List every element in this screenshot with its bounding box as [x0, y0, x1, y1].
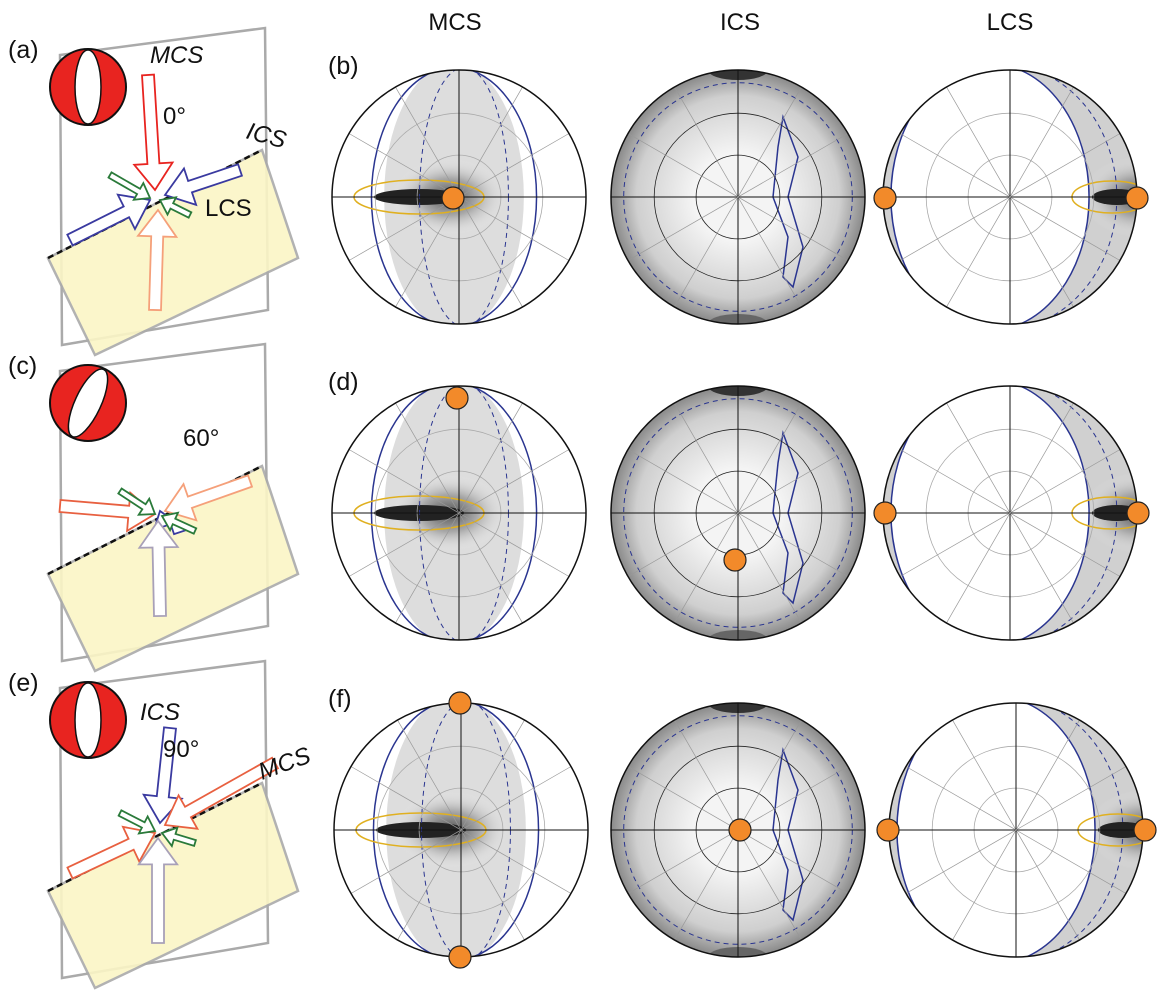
panel-label: (b) — [328, 52, 359, 80]
arrow-label: 0° — [163, 103, 186, 130]
stereonet — [877, 697, 1158, 964]
stereonet-fill — [332, 380, 586, 647]
column-header: MCS — [428, 9, 481, 36]
axis-marker — [874, 187, 896, 209]
arrow — [134, 75, 172, 190]
figure: MCS ICS LCS (a) (b) MCS 0° ICS LCS (c) (d) 60° (e… — [0, 0, 1158, 993]
ground-plane — [48, 150, 298, 355]
stereonet — [611, 376, 865, 650]
axis-marker — [1126, 187, 1148, 209]
stereonet — [332, 380, 586, 647]
stereonet — [874, 64, 1158, 331]
axis-marker — [442, 187, 464, 209]
arrow-label: 60° — [183, 425, 219, 452]
arrow-label: 90° — [163, 736, 199, 763]
axis-marker — [724, 549, 746, 571]
stereonet-fill — [611, 376, 865, 650]
panels: (a) (b) MCS 0° ICS LCS (c) (d) 60° (e) (f) ICS 90° MC… — [8, 28, 1158, 988]
panel-label: (e) — [8, 669, 39, 697]
arrow-label: MCS — [255, 742, 314, 786]
panel-label: (f) — [328, 685, 352, 713]
stereonet — [334, 692, 588, 968]
beachball-lens — [75, 683, 101, 757]
column-header: ICS — [720, 9, 760, 36]
axis-marker — [1127, 502, 1149, 524]
panel-label: (c) — [8, 352, 37, 380]
axis-marker — [874, 502, 896, 524]
arrow-label: ICS — [243, 118, 289, 154]
beachball-lens — [75, 50, 101, 124]
axis-marker — [449, 946, 471, 968]
stereonet — [874, 380, 1158, 647]
axis-marker — [877, 819, 899, 841]
panel-label: (d) — [328, 368, 359, 396]
axis-marker — [446, 387, 468, 409]
panel-label: (a) — [8, 36, 39, 64]
arrow-label: MCS — [150, 42, 203, 69]
stereonet — [332, 64, 586, 331]
arrow-label: LCS — [205, 195, 252, 222]
stereonet — [611, 60, 865, 334]
axis-marker — [449, 692, 471, 714]
stereonet-fill — [334, 697, 588, 964]
column-header: LCS — [987, 9, 1034, 36]
stereonet — [611, 693, 865, 967]
ground-plane — [48, 466, 298, 671]
axis-marker — [729, 819, 751, 841]
arrow-label: ICS — [140, 699, 180, 726]
axis-marker — [1134, 819, 1156, 841]
stereonet-fill — [611, 60, 865, 334]
